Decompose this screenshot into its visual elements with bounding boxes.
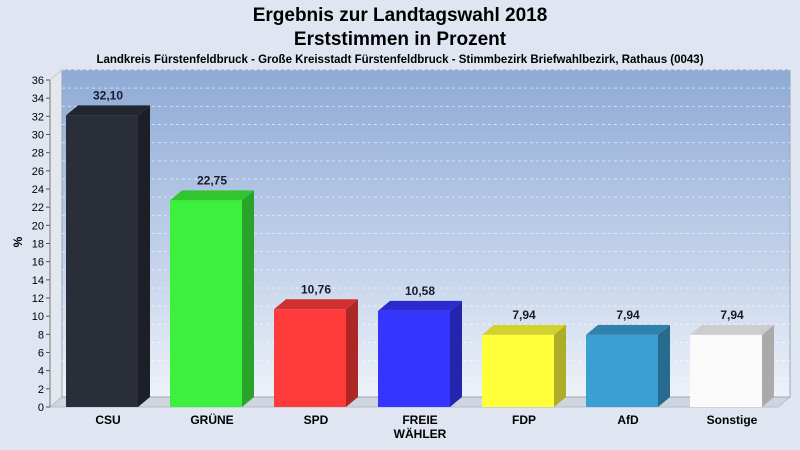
x-tick-label: SPD [304,413,329,427]
bar-side [138,105,150,408]
y-tick-label: 32 [32,111,44,123]
bar [690,334,762,407]
y-tick-label: 10 [32,311,44,323]
bar-side [762,324,774,407]
y-tick-label: 6 [38,348,44,360]
chart-subtitle: Erststimmen in Prozent [293,29,507,50]
plot-left-wall [49,68,63,409]
y-tick-label: 16 [32,257,44,269]
bar-top [274,299,358,310]
bar-value-label: 7,94 [512,308,536,322]
y-tick-label: 34 [32,93,44,105]
bar-value-label: 10,76 [301,282,331,296]
y-tick-label: 18 [32,239,44,251]
y-tick-label: 12 [32,293,44,305]
chart-caption: Landkreis Fürstenfeldbruck - Große Kreis… [96,54,704,66]
bar-top [482,324,566,335]
y-tick-label: 28 [32,148,44,160]
bar-value-label: 7,94 [616,308,640,322]
bar-side [242,190,254,407]
bar-top [690,324,774,335]
bar [482,334,554,407]
x-tick-label: GRÜNE [190,412,233,427]
bar-value-label: 22,75 [197,173,227,187]
x-tick-label: FREIE [402,413,437,427]
bar-side [346,299,358,407]
bar-side [554,324,566,407]
bar-top [66,105,150,116]
y-tick-label: 30 [32,130,44,142]
bar [586,334,658,407]
bar [170,200,242,407]
bar-value-label: 32,10 [93,88,123,102]
y-tick-label: 8 [38,329,44,341]
y-tick-label: 26 [32,166,44,178]
x-tick-label: Sonstige [707,413,758,427]
bar-group [66,105,150,408]
y-tick-label: 0 [38,402,44,414]
y-tick-label: 4 [38,366,44,378]
bar-side [658,324,670,407]
y-tick-label: 22 [32,202,44,214]
y-axis-label: % [11,236,25,247]
bar-top [170,190,254,201]
bar-group [690,324,774,407]
y-tick-label: 20 [32,220,44,232]
y-tick-label: 24 [32,184,44,196]
bar-top [378,300,462,311]
y-tick-label: 36 [32,75,44,87]
bar-group [586,324,670,407]
bar-group [482,324,566,407]
bar-value-label: 7,94 [720,308,744,322]
x-tick-label: AfD [617,413,639,427]
x-tick-label: FDP [512,413,536,427]
y-tick-label: 2 [38,384,44,396]
bar-group [378,300,462,407]
bar-value-label: 10,58 [405,284,435,298]
bar-group [170,190,254,407]
y-tick-label: 14 [32,275,44,287]
x-tick-label: WÄHLER [394,426,447,441]
chart-title: Ergebnis zur Landtagswahl 2018 [252,5,548,26]
bar-top [586,324,670,335]
bar [274,309,346,407]
bar-group [274,299,358,407]
x-tick-label: CSU [95,413,120,427]
bar [66,115,138,408]
bar [378,310,450,407]
bar-side [450,300,462,407]
